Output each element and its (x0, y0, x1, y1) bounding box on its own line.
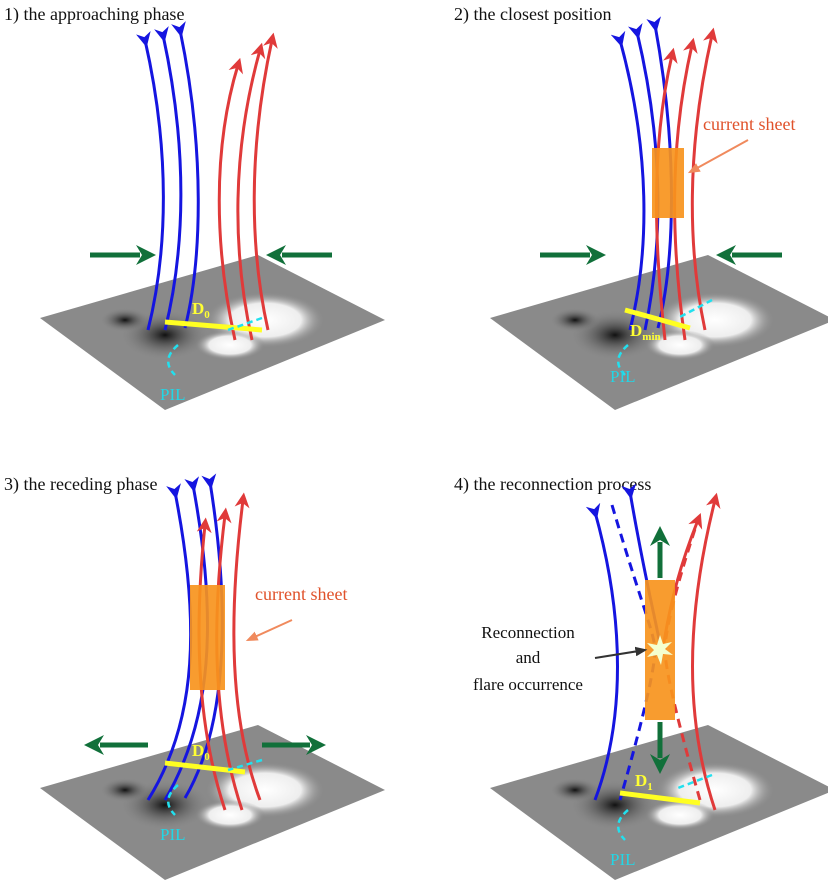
magnetogram (40, 255, 385, 410)
current-sheet-label: current sheet (703, 114, 795, 134)
current-sheet-label: current sheet (255, 584, 347, 604)
annotation: Reconnection (481, 623, 575, 642)
pil-label: PIL (160, 825, 186, 844)
pil-label: PIL (610, 850, 636, 869)
pointer (248, 620, 292, 640)
panel: 2) the closest position current sheet Dm… (454, 4, 828, 410)
panel-title: 3) the receding phase (4, 474, 157, 495)
panel-title: 2) the closest position (454, 4, 611, 25)
panel: 1) the approaching phase D0 PIL (4, 4, 385, 410)
panel-title: 1) the approaching phase (4, 4, 184, 25)
pointer (595, 650, 645, 658)
pil-label: PIL (610, 367, 636, 386)
panel-title: 4) the reconnection process (454, 474, 651, 495)
pil-label: PIL (160, 385, 186, 404)
panel: 3) the receding phase current sheet D0 P… (4, 474, 385, 880)
current-sheet (652, 148, 684, 218)
diagram: 1) the approaching phase D0 PIL 2) the c… (0, 0, 828, 893)
annotation: flare occurrence (473, 675, 583, 694)
magnetogram (40, 725, 385, 880)
current-sheet (190, 585, 225, 690)
panel: 4) the reconnection process Reconnection… (454, 474, 828, 880)
pointer (690, 140, 748, 172)
annotation: and (516, 648, 541, 667)
